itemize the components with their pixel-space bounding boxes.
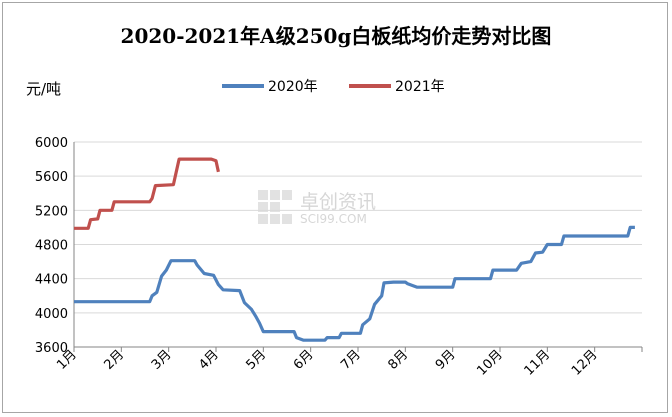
axes: [73, 142, 643, 352]
x-tick-label-8: 8月: [386, 347, 412, 373]
x-tick-label-6: 6月: [291, 347, 317, 373]
x-tick-label-10: 10月: [474, 347, 505, 378]
x-tick-label-7: 7月: [338, 347, 364, 373]
series-lines: [74, 157, 635, 342]
x-tick-label-9: 9月: [433, 347, 459, 373]
y-tick-label-5200: 5200: [35, 204, 68, 219]
watermark: 卓创资讯 SCI99.COM: [258, 190, 376, 226]
chart-title: 2020-2021年A级250g白板纸均价走势对比图: [120, 24, 552, 48]
legend-label-2021年: 2021年: [395, 79, 445, 95]
y-tick-label-3600: 3600: [35, 341, 68, 356]
y-tick-label-6000: 6000: [35, 136, 68, 151]
x-tick-label-3: 3月: [149, 347, 175, 373]
y-tick-label-4800: 4800: [35, 239, 68, 254]
y-tick-label-5600: 5600: [35, 170, 68, 185]
series-line-2021年: [74, 157, 220, 230]
y-tick-label-4400: 4400: [35, 273, 68, 288]
x-tick-label-11: 11月: [522, 347, 553, 378]
legend: 2020年 2021年: [222, 79, 445, 95]
y-axis-unit-label: 元/吨: [26, 80, 62, 98]
watermark-cn-text: 卓创资讯: [300, 191, 376, 213]
x-tick-labels: 1月 2月 3月 4月 5月 6月 7月 8月 9月 10月 11月 12月: [54, 347, 600, 378]
legend-label-2020年: 2020年: [268, 79, 318, 95]
x-tick-label-2: 2月: [102, 347, 128, 373]
series-line-2020年: [74, 225, 635, 342]
x-tick-label-5: 5月: [244, 347, 270, 373]
y-tick-labels: 3600 4000 4400 4800 5200 5600 6000: [35, 136, 68, 356]
x-tick-label-4: 4月: [196, 347, 222, 373]
x-tick-label-12: 12月: [569, 347, 600, 378]
y-tick-label-4000: 4000: [35, 307, 68, 322]
watermark-en-text: SCI99.COM: [300, 212, 367, 226]
watermark-logo-icon: [258, 190, 292, 224]
